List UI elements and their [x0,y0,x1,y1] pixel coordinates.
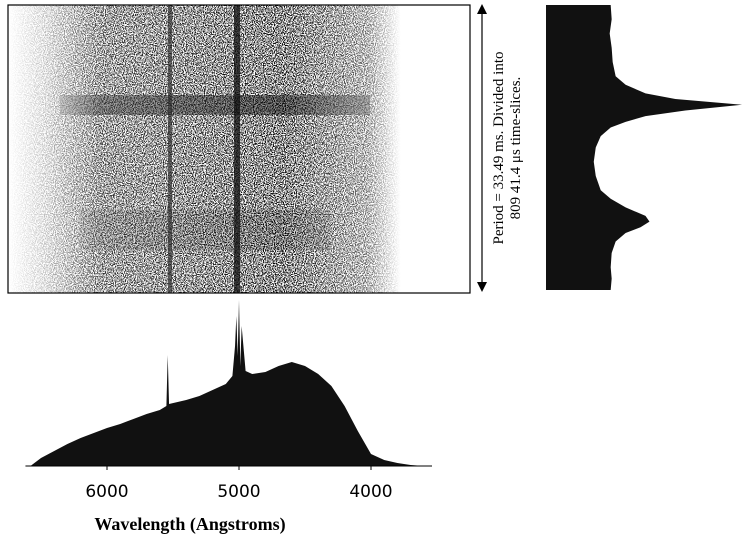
x-tick-label: 6000 [85,482,128,502]
annotation: 809 41.4 μs time-slices. [508,77,524,220]
light-curve [546,5,743,290]
annotation: Period = 33.49 ms. Divided into [491,51,507,244]
image-frame [7,4,471,294]
x-axis-label: Wavelength (Angstroms) [94,514,285,535]
spectrum [30,300,424,466]
x-tick-label: 5000 [217,482,260,502]
x-tick-label: 4000 [349,482,392,502]
dynamic-spectrum [8,5,470,293]
